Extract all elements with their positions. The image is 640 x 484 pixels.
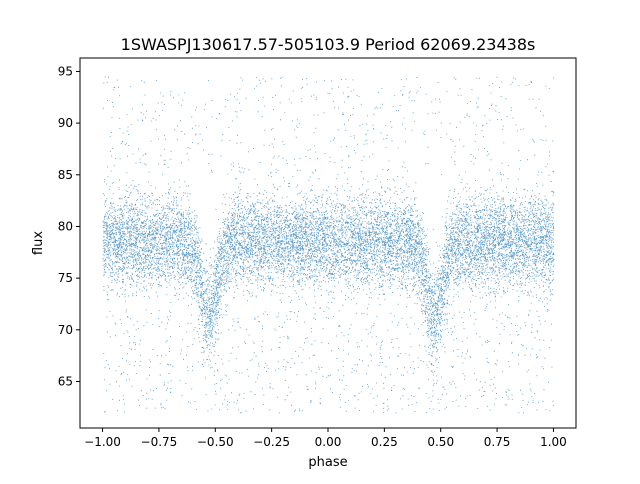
x-tick-label: −1.00 bbox=[84, 435, 121, 449]
plot-frame bbox=[79, 57, 577, 429]
y-tick-label: 90 bbox=[58, 116, 73, 130]
scatter-point bbox=[391, 389, 393, 391]
x-tick-label: −0.25 bbox=[253, 435, 290, 449]
y-tick-label: 85 bbox=[58, 168, 73, 182]
x-tick-label: 0.50 bbox=[427, 435, 454, 449]
y-axis-label: flux bbox=[31, 231, 46, 255]
x-tick-label: 1.00 bbox=[540, 435, 567, 449]
x-axis-label: phase bbox=[308, 455, 347, 470]
x-tick-label: 0.25 bbox=[371, 435, 398, 449]
x-tick-label: −0.50 bbox=[197, 435, 234, 449]
y-tick-label: 95 bbox=[58, 64, 73, 78]
x-tick-label: 0.75 bbox=[484, 435, 511, 449]
chart-title: 1SWASPJ130617.57-505103.9 Period 62069.2… bbox=[121, 35, 536, 54]
scatter-point bbox=[208, 324, 210, 326]
scatter-point bbox=[170, 391, 172, 393]
y-tick-label: 70 bbox=[58, 323, 73, 337]
x-tick-label: 0.00 bbox=[315, 435, 342, 449]
scatter-points bbox=[102, 76, 555, 414]
scatter-series bbox=[102, 76, 555, 414]
y-tick-label: 65 bbox=[58, 374, 73, 388]
y-tick-label: 75 bbox=[58, 271, 73, 285]
x-tick-label: −0.75 bbox=[141, 435, 178, 449]
scatter-point bbox=[434, 326, 435, 328]
scatter-point bbox=[530, 81, 532, 83]
axes: −1.00 −0.75 −0.50 −0.25 0.00 0.25 0.50 0.75 1.00… bbox=[58, 64, 567, 449]
scatter-point bbox=[113, 86, 115, 88]
y-tick-label: 80 bbox=[58, 219, 73, 233]
